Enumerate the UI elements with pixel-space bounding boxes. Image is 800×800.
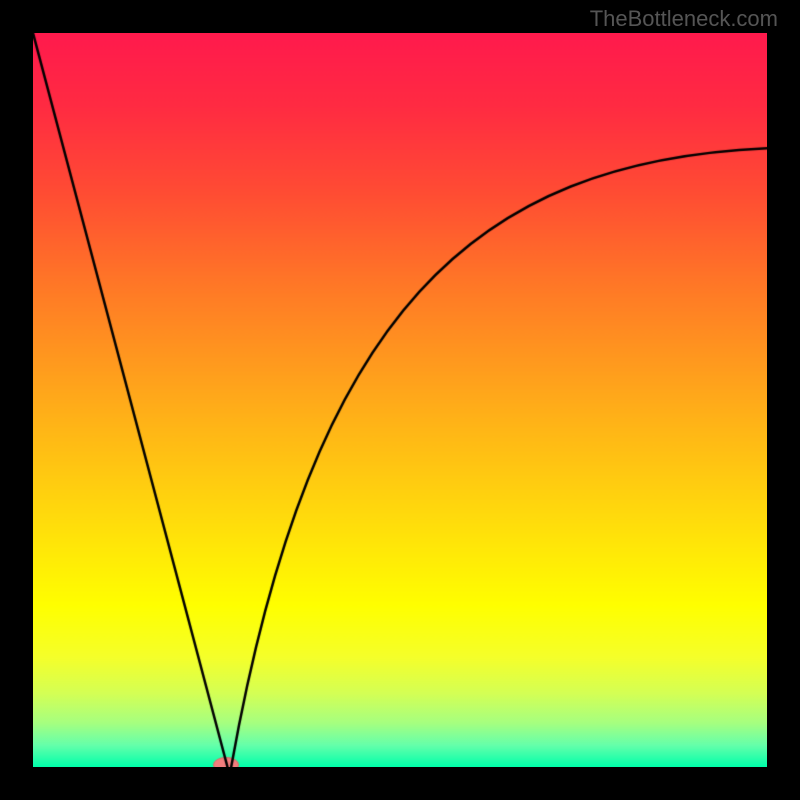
chart-container: TheBottleneck.com: [0, 0, 800, 800]
watermark-label: TheBottleneck.com: [590, 6, 778, 32]
plot-area: [33, 33, 767, 767]
bottleneck-curve: [33, 33, 767, 767]
